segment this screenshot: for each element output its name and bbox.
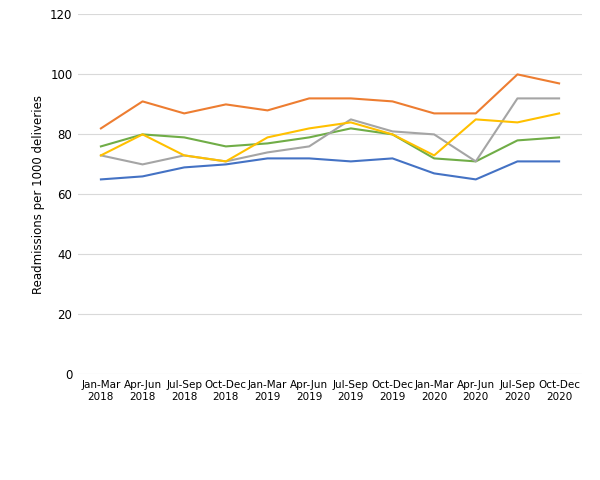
Other bbox=[347, 120, 355, 125]
Line: Other: Other bbox=[101, 113, 559, 161]
White bbox=[181, 165, 188, 170]
White bbox=[222, 161, 229, 167]
Black bbox=[472, 110, 479, 116]
Black bbox=[222, 101, 229, 107]
Other bbox=[431, 153, 438, 158]
Black bbox=[305, 96, 313, 101]
Black bbox=[181, 110, 188, 116]
White bbox=[347, 158, 355, 164]
Other bbox=[472, 117, 479, 122]
White bbox=[389, 156, 396, 161]
Black bbox=[347, 96, 355, 101]
Asian bbox=[514, 137, 521, 143]
White bbox=[431, 170, 438, 176]
Other bbox=[389, 132, 396, 137]
Black bbox=[556, 81, 563, 86]
Asian bbox=[139, 132, 146, 137]
White bbox=[472, 177, 479, 182]
Mixed bbox=[431, 132, 438, 137]
Black bbox=[389, 98, 396, 104]
Mixed bbox=[222, 158, 229, 164]
Asian bbox=[222, 144, 229, 149]
Black bbox=[97, 125, 104, 131]
Other bbox=[139, 132, 146, 137]
Other bbox=[264, 134, 271, 140]
Black bbox=[431, 110, 438, 116]
White bbox=[139, 173, 146, 179]
Other bbox=[556, 110, 563, 116]
Mixed bbox=[472, 158, 479, 164]
Asian bbox=[389, 132, 396, 137]
White bbox=[514, 158, 521, 164]
Other bbox=[97, 153, 104, 158]
Line: Mixed: Mixed bbox=[101, 98, 559, 164]
Other bbox=[181, 153, 188, 158]
Mixed bbox=[556, 96, 563, 101]
Mixed bbox=[139, 161, 146, 167]
Other bbox=[305, 125, 313, 131]
White bbox=[305, 156, 313, 161]
Asian bbox=[556, 134, 563, 140]
Line: White: White bbox=[101, 158, 559, 180]
Asian bbox=[305, 134, 313, 140]
Mixed bbox=[347, 117, 355, 122]
Black bbox=[264, 108, 271, 113]
Y-axis label: Readmissions per 1000 deliveries: Readmissions per 1000 deliveries bbox=[32, 95, 44, 294]
Other bbox=[514, 120, 521, 125]
Mixed bbox=[389, 129, 396, 134]
Mixed bbox=[264, 150, 271, 156]
Asian bbox=[264, 141, 271, 146]
White bbox=[556, 158, 563, 164]
Asian bbox=[181, 134, 188, 140]
Line: Black: Black bbox=[101, 74, 559, 128]
White bbox=[264, 156, 271, 161]
Mixed bbox=[305, 144, 313, 149]
Black bbox=[139, 98, 146, 104]
Mixed bbox=[514, 96, 521, 101]
Other bbox=[222, 158, 229, 164]
Asian bbox=[472, 158, 479, 164]
Mixed bbox=[97, 153, 104, 158]
Line: Asian: Asian bbox=[101, 128, 559, 161]
White bbox=[97, 177, 104, 182]
Asian bbox=[97, 144, 104, 149]
Asian bbox=[347, 125, 355, 131]
Black bbox=[514, 72, 521, 77]
Asian bbox=[431, 156, 438, 161]
Mixed bbox=[181, 153, 188, 158]
